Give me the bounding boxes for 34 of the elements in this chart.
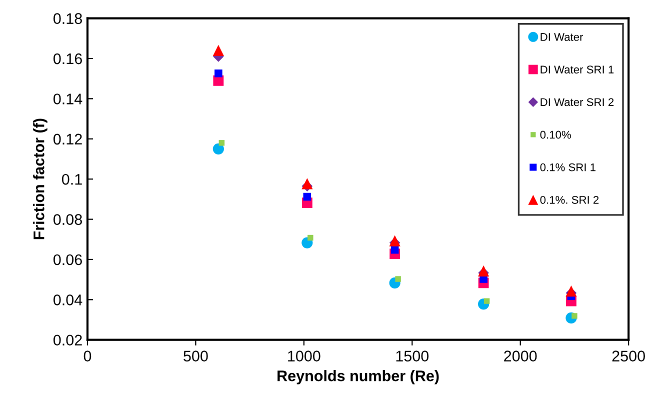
point xyxy=(478,265,490,276)
y-tick-label: 0.18 xyxy=(53,13,82,24)
point xyxy=(566,285,577,297)
point xyxy=(214,69,222,78)
point xyxy=(395,276,401,282)
point xyxy=(212,44,224,56)
x-tick-label: 500 xyxy=(184,350,208,362)
point xyxy=(212,143,224,154)
legend-label: DI Water SRI 1 xyxy=(540,66,614,74)
y-tick-label: 0.12 xyxy=(53,134,82,145)
y-tick-label: 0.04 xyxy=(53,294,82,306)
y-tick-label: 0.14 xyxy=(53,94,82,104)
x-tick-label: 1500 xyxy=(396,350,429,362)
point xyxy=(303,192,312,201)
y-tick-label: 0.02 xyxy=(53,334,82,346)
point xyxy=(572,313,578,319)
x-tick-label: 0 xyxy=(84,350,92,362)
legend-label: 0.10% xyxy=(540,130,571,139)
point xyxy=(302,178,313,190)
legend-label: 0.1%. SRI 2 xyxy=(540,196,599,204)
y-tick-label: 0.1 xyxy=(62,174,82,185)
y-tick-label: 0.08 xyxy=(53,214,82,225)
legend-label: DI Water SRI 2 xyxy=(540,98,614,106)
x-axis-title: Reynolds number (Re) xyxy=(278,370,439,384)
x-tick-label: 2000 xyxy=(504,350,537,362)
point xyxy=(218,140,225,146)
x-tick-label: 1000 xyxy=(288,350,320,362)
legend-label: DI Water xyxy=(540,33,584,41)
y-tick-label: 0.06 xyxy=(53,254,82,266)
point xyxy=(308,234,314,241)
y-axis-title: Friction factor (f) xyxy=(33,118,48,240)
legend-label: 0.1% SRI 1 xyxy=(540,163,596,172)
x-tick-label: 2500 xyxy=(612,350,645,362)
y-tick-label: 0.16 xyxy=(53,53,82,64)
